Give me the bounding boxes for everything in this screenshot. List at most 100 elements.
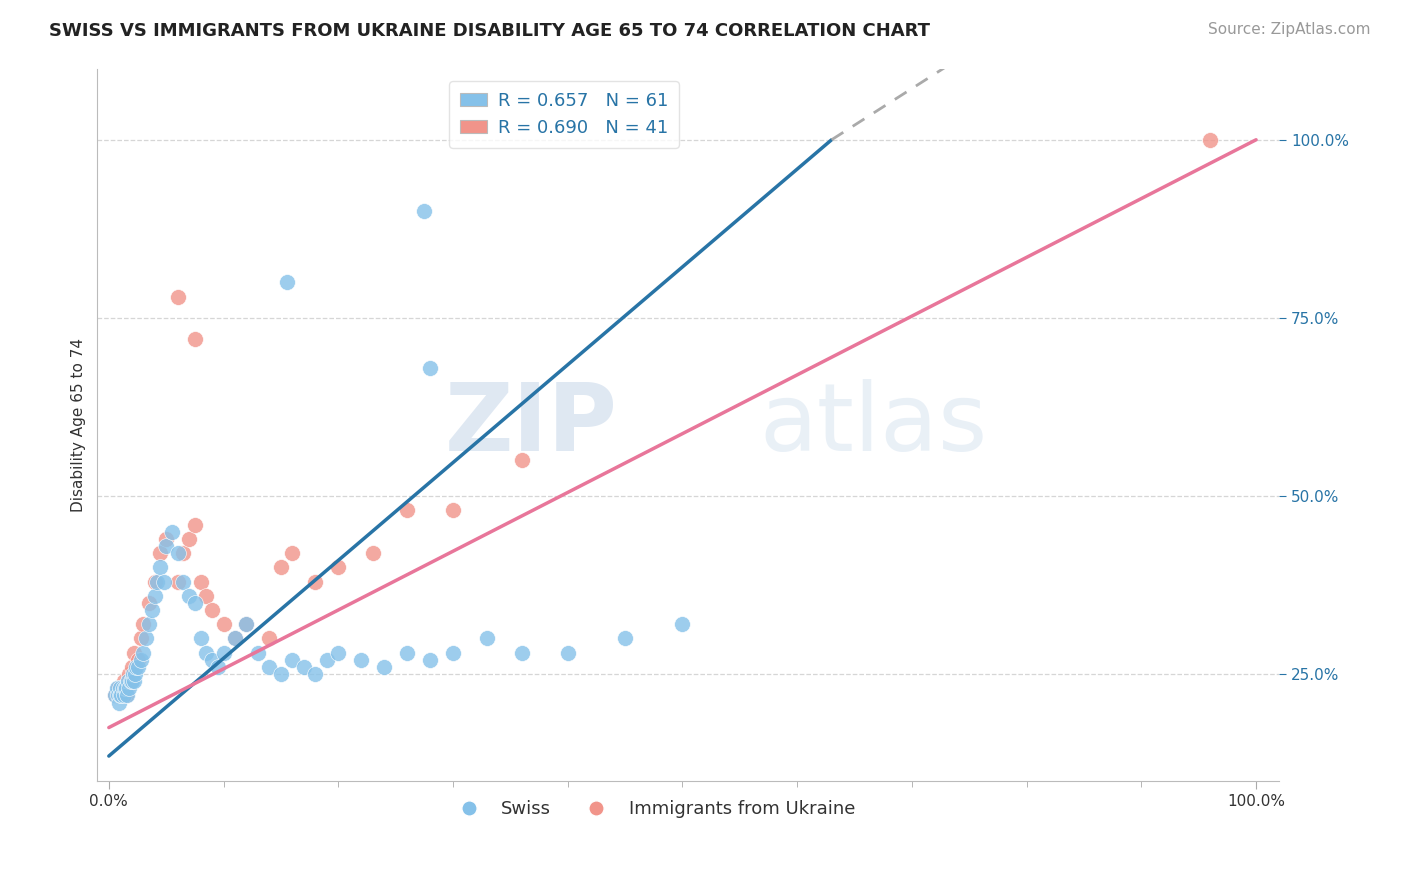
Point [201, 653, 224, 667]
Point [179, 532, 201, 546]
Point [146, 574, 169, 589]
Point [111, 681, 134, 696]
Point [259, 660, 281, 674]
Point [111, 681, 134, 696]
Point [132, 617, 155, 632]
Point [212, 617, 235, 632]
Point [166, 546, 188, 560]
Text: atlas: atlas [759, 379, 987, 471]
Point [110, 689, 132, 703]
Point [246, 646, 269, 660]
Point [224, 632, 246, 646]
Point [135, 632, 157, 646]
Point [118, 681, 141, 696]
Point [235, 617, 257, 632]
Point [107, 689, 129, 703]
Point [328, 560, 350, 574]
Point [122, 646, 145, 660]
Point [121, 674, 143, 689]
Point [120, 674, 142, 689]
Point [190, 574, 212, 589]
Point [396, 646, 419, 660]
Point [115, 689, 138, 703]
Text: SWISS VS IMMIGRANTS FROM UKRAINE DISABILITY AGE 65 TO 74 CORRELATION CHART: SWISS VS IMMIGRANTS FROM UKRAINE DISABIL… [49, 22, 931, 40]
Point [179, 589, 201, 603]
Point [281, 546, 304, 560]
Point [419, 360, 441, 375]
Point [112, 674, 135, 689]
Text: ZIP: ZIP [444, 379, 617, 471]
Point [110, 681, 132, 696]
Point [413, 204, 436, 219]
Point [105, 689, 128, 703]
Point [117, 674, 139, 689]
Point [190, 632, 212, 646]
Point [328, 646, 350, 660]
Point [270, 667, 292, 681]
Point [195, 589, 218, 603]
Point [184, 517, 207, 532]
Point [155, 539, 177, 553]
Point [138, 617, 160, 632]
Point [127, 660, 149, 674]
Point [105, 681, 128, 696]
Point [121, 660, 143, 674]
Point [127, 653, 149, 667]
Point [125, 660, 148, 674]
Point [510, 646, 533, 660]
Point [184, 332, 207, 346]
Point [235, 617, 257, 632]
Point [110, 681, 132, 696]
Point [149, 546, 172, 560]
Point [103, 689, 125, 703]
Point [129, 653, 152, 667]
Point [671, 617, 693, 632]
Point [557, 646, 579, 660]
Legend: Swiss, Immigrants from Ukraine: Swiss, Immigrants from Ukraine [443, 793, 862, 825]
Point [122, 667, 145, 681]
Point [172, 546, 194, 560]
Point [259, 632, 281, 646]
Point [166, 574, 188, 589]
Point [350, 653, 373, 667]
Point [304, 574, 326, 589]
Point [110, 689, 132, 703]
Point [115, 681, 138, 696]
Point [141, 603, 163, 617]
Point [212, 646, 235, 660]
Point [224, 632, 246, 646]
Point [149, 560, 172, 574]
Point [304, 667, 326, 681]
Point [117, 674, 139, 689]
Point [477, 632, 499, 646]
Point [122, 674, 145, 689]
Point [108, 696, 131, 710]
Point [118, 667, 141, 681]
Point [166, 289, 188, 303]
Point [184, 596, 207, 610]
Point [124, 667, 146, 681]
Point [614, 632, 637, 646]
Point [441, 503, 464, 517]
Point [281, 653, 304, 667]
Point [441, 646, 464, 660]
Point [132, 646, 155, 660]
Point [153, 574, 176, 589]
Point [510, 453, 533, 467]
Point [107, 681, 129, 696]
Point [114, 681, 136, 696]
Point [315, 653, 337, 667]
Y-axis label: Disability Age 65 to 74: Disability Age 65 to 74 [72, 338, 86, 512]
Point [396, 503, 419, 517]
Point [143, 589, 166, 603]
Point [115, 689, 138, 703]
Point [129, 632, 152, 646]
Point [172, 574, 194, 589]
Point [207, 660, 229, 674]
Point [160, 524, 183, 539]
Point [115, 681, 138, 696]
Point [143, 574, 166, 589]
Point [276, 275, 298, 289]
Point [361, 546, 384, 560]
Text: Source: ZipAtlas.com: Source: ZipAtlas.com [1208, 22, 1371, 37]
